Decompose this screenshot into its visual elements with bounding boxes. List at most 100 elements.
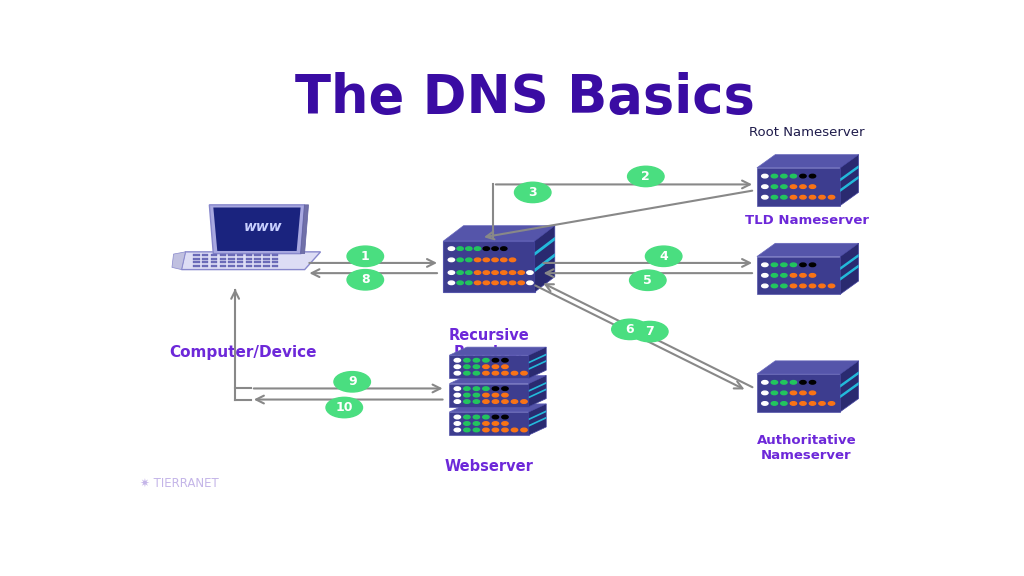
Circle shape <box>791 263 797 267</box>
Circle shape <box>819 401 825 406</box>
Polygon shape <box>301 205 308 253</box>
Circle shape <box>809 381 816 384</box>
Text: 10: 10 <box>336 401 353 414</box>
Circle shape <box>762 274 768 277</box>
Circle shape <box>771 381 777 384</box>
Circle shape <box>473 400 479 403</box>
Circle shape <box>334 372 371 392</box>
Circle shape <box>492 271 499 274</box>
Polygon shape <box>213 207 301 251</box>
Bar <box>272 265 279 267</box>
Text: 8: 8 <box>361 273 370 286</box>
Bar <box>263 257 269 260</box>
Circle shape <box>464 358 470 362</box>
Circle shape <box>466 281 472 285</box>
Circle shape <box>449 247 455 251</box>
Circle shape <box>771 401 777 406</box>
Bar <box>228 257 234 260</box>
Bar <box>255 257 261 260</box>
Circle shape <box>482 393 489 397</box>
Circle shape <box>762 391 768 395</box>
Circle shape <box>780 381 787 384</box>
Circle shape <box>762 263 768 267</box>
Bar <box>272 257 279 260</box>
Circle shape <box>457 271 463 274</box>
Circle shape <box>449 271 455 274</box>
Circle shape <box>455 372 461 375</box>
Polygon shape <box>757 154 858 168</box>
Circle shape <box>645 246 682 267</box>
Circle shape <box>464 372 470 375</box>
Bar <box>246 254 252 256</box>
Bar <box>211 257 217 260</box>
Circle shape <box>521 372 527 375</box>
Bar <box>202 261 209 263</box>
Circle shape <box>502 372 508 375</box>
Bar <box>228 261 234 263</box>
Text: 1: 1 <box>360 250 370 263</box>
Circle shape <box>493 400 499 403</box>
Circle shape <box>473 358 479 362</box>
Polygon shape <box>181 252 321 270</box>
Circle shape <box>493 372 499 375</box>
Circle shape <box>483 281 489 285</box>
Circle shape <box>482 415 489 419</box>
Circle shape <box>521 428 527 432</box>
Circle shape <box>809 195 816 199</box>
Polygon shape <box>841 382 858 398</box>
Polygon shape <box>528 354 546 363</box>
Bar <box>237 261 244 263</box>
Polygon shape <box>757 374 841 412</box>
Circle shape <box>809 263 816 267</box>
Circle shape <box>509 281 516 285</box>
Polygon shape <box>172 252 185 270</box>
Circle shape <box>780 391 787 395</box>
Circle shape <box>791 185 797 188</box>
Circle shape <box>511 428 518 432</box>
Circle shape <box>780 401 787 406</box>
Text: 9: 9 <box>348 376 356 388</box>
Circle shape <box>762 185 768 188</box>
Circle shape <box>474 281 480 285</box>
Polygon shape <box>841 361 858 412</box>
Circle shape <box>464 400 470 403</box>
Polygon shape <box>535 226 555 292</box>
Circle shape <box>501 247 507 251</box>
Polygon shape <box>528 382 546 392</box>
Circle shape <box>464 365 470 369</box>
Text: Webserver: Webserver <box>444 458 534 473</box>
Circle shape <box>800 274 806 277</box>
Circle shape <box>762 175 768 178</box>
Circle shape <box>628 166 665 187</box>
Bar <box>272 261 279 263</box>
Circle shape <box>455 387 461 391</box>
Circle shape <box>800 185 806 188</box>
Circle shape <box>466 247 472 251</box>
Circle shape <box>800 284 806 287</box>
Circle shape <box>483 247 489 251</box>
Circle shape <box>492 258 499 262</box>
Polygon shape <box>535 237 555 256</box>
Bar <box>263 254 269 256</box>
Circle shape <box>809 391 816 395</box>
Circle shape <box>791 274 797 277</box>
Text: TLD Nameserver: TLD Nameserver <box>744 214 868 228</box>
Bar <box>202 254 209 256</box>
Polygon shape <box>841 165 858 181</box>
Polygon shape <box>528 388 546 399</box>
Circle shape <box>800 195 806 199</box>
Bar <box>237 265 244 267</box>
Circle shape <box>771 284 777 287</box>
Polygon shape <box>528 404 546 435</box>
Bar <box>202 257 209 260</box>
Text: 6: 6 <box>626 323 634 336</box>
Polygon shape <box>757 168 841 206</box>
Polygon shape <box>757 243 858 256</box>
Polygon shape <box>757 361 858 374</box>
Circle shape <box>464 428 470 432</box>
Bar <box>246 261 252 263</box>
Circle shape <box>762 195 768 199</box>
Circle shape <box>762 284 768 287</box>
Circle shape <box>809 284 816 287</box>
Circle shape <box>455 422 461 425</box>
